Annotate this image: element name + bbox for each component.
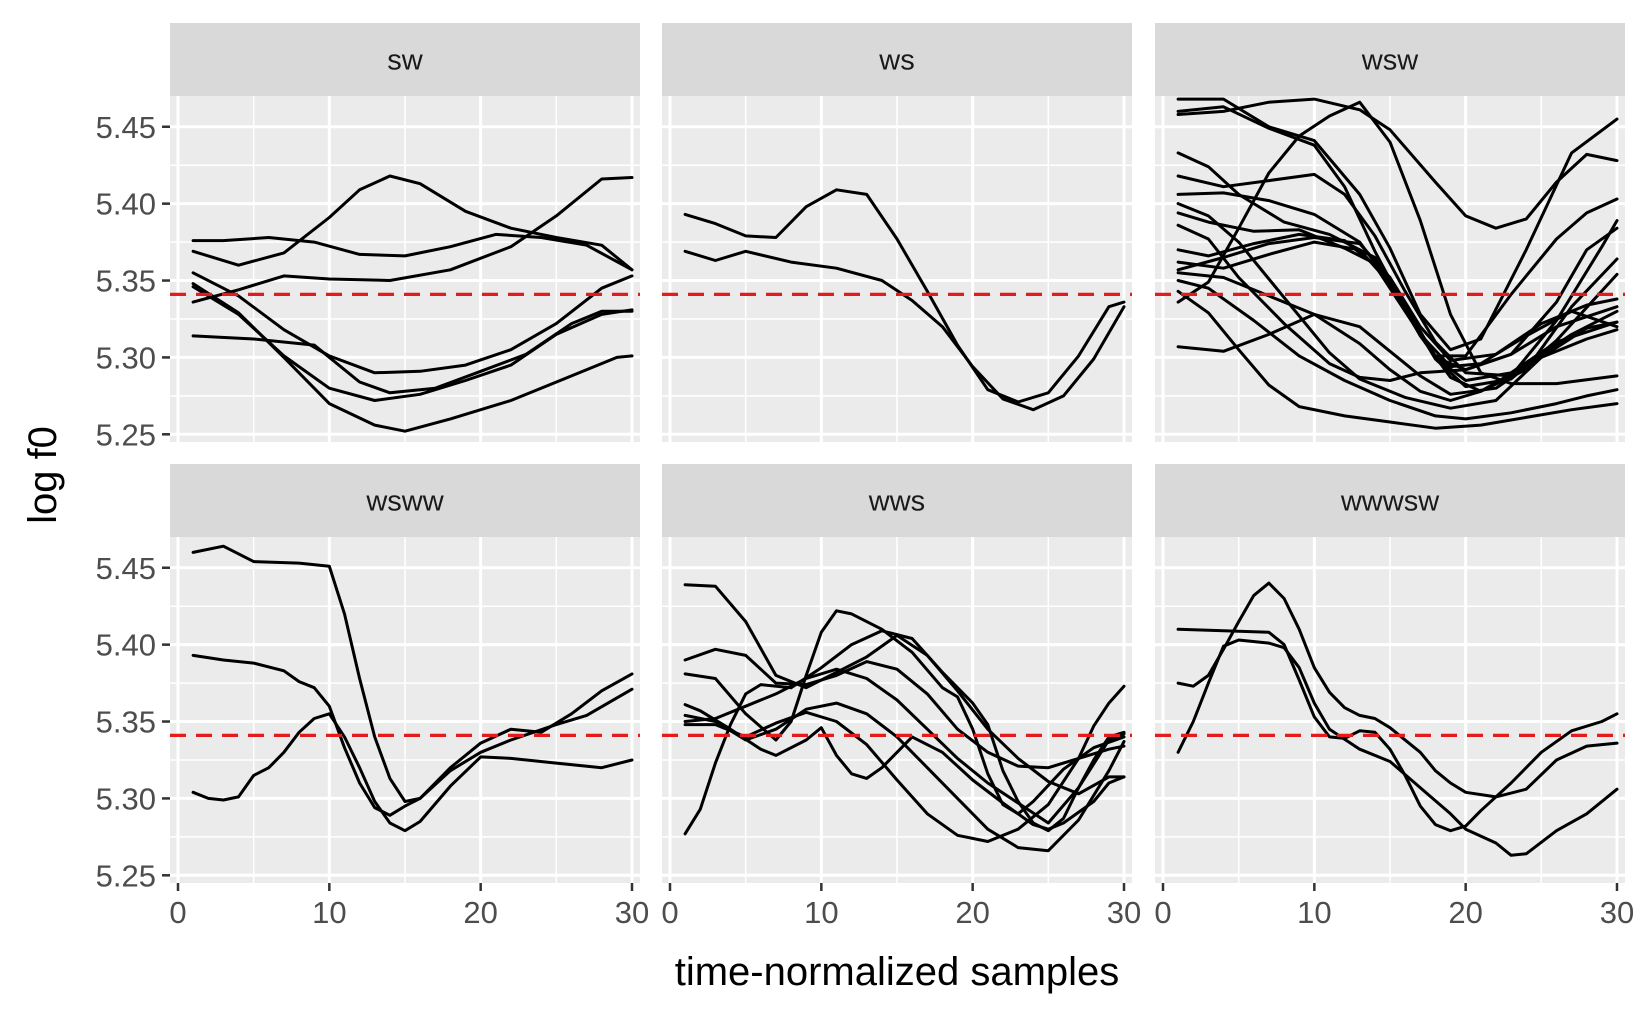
y-tick-label: 5.25 [96,858,156,893]
series-group [191,544,634,833]
y-axis-title: log f0 [21,426,65,524]
facet-strip [170,23,640,96]
series-line [683,629,1126,836]
series-line [191,232,634,272]
y-tick-label: 5.30 [96,781,156,816]
x-tick-label: 20 [955,895,989,930]
y-tick-label: 5.40 [96,187,156,222]
x-tick-label: 10 [1297,895,1331,930]
facet-strip-label: wws [868,486,925,518]
series-line [1176,638,1619,857]
facet-panel-wwwsw: wwwsw 0 10 20 30 [1154,464,1634,930]
facet-strip-label: wwwsw [1340,486,1440,518]
x-tick-label: 30 [1107,895,1141,930]
series-line [683,249,1126,412]
y-tick-label: 5.40 [96,628,156,663]
series-line [683,647,1126,770]
facet-strip [1155,23,1625,96]
facet-strip [1155,464,1625,537]
series-line [191,271,634,375]
x-tick-label: 0 [169,895,186,930]
series-line [1176,97,1619,230]
series-line [1176,236,1619,362]
series-line [683,703,1126,831]
series-line [191,282,634,433]
x-tick-label: 10 [804,895,838,930]
x-tick-label: 30 [1600,895,1634,930]
facet-panel-wsw: wsw [1155,23,1625,442]
series-line [1176,223,1619,382]
series-line [683,188,1126,404]
series-group [683,583,1126,853]
series-line [191,653,634,817]
series-group [1176,581,1619,857]
x-tick-label: 20 [463,895,497,930]
series-line [1176,627,1619,833]
x-tick-label: 10 [312,895,346,930]
panels-layer: sw 5.25 5.30 5.35 5.40 5.45 ws wsw wsww 5.25 5.30 5… [96,23,1634,930]
y-tick-label: 5.35 [96,705,156,740]
facet-strip-label: wsw [1361,45,1419,77]
facet-panel-ws: ws [662,23,1132,442]
y-tick-label: 5.35 [96,264,156,299]
facet-strip-label: sw [387,45,424,77]
series-line [1176,289,1619,430]
y-tick-label: 5.45 [96,551,156,586]
series-line [1176,581,1619,799]
facet-strip [662,23,1132,96]
series-group [683,188,1126,412]
series-line [191,309,634,395]
facet-panel-wws: wws 0 10 20 30 [661,464,1141,930]
series-group [1176,97,1619,430]
y-tick-label: 5.30 [96,340,156,375]
x-tick-label: 0 [1154,895,1171,930]
x-tick-label: 0 [661,895,678,930]
series-line [683,667,1126,825]
x-tick-label: 30 [615,895,649,930]
series-line [191,174,634,272]
series-line [191,712,634,833]
x-tick-label: 20 [1448,895,1482,930]
y-tick-label: 5.25 [96,417,156,452]
series-line [683,701,1126,853]
series-line [1176,279,1619,421]
facet-panel-sw: sw 5.25 5.30 5.35 5.40 5.45 [96,23,640,452]
series-line [683,684,1126,843]
facet-strip [170,464,640,537]
series-line [1176,240,1619,369]
series-line [1176,232,1619,382]
x-axis-title: time-normalized samples [675,950,1120,994]
series-line [1176,312,1619,396]
series-line [191,176,634,304]
facet-strip [662,464,1132,537]
series-group [191,174,634,433]
series-line [1176,97,1619,352]
facet-strip-label: ws [878,45,914,77]
facet-panel-wsww: wsww 5.25 5.30 5.35 5.40 5.45 0 10 20 30 [96,464,649,930]
series-line [683,583,1126,796]
y-tick-label: 5.45 [96,110,156,145]
facet-strip-label: wsww [365,486,444,518]
